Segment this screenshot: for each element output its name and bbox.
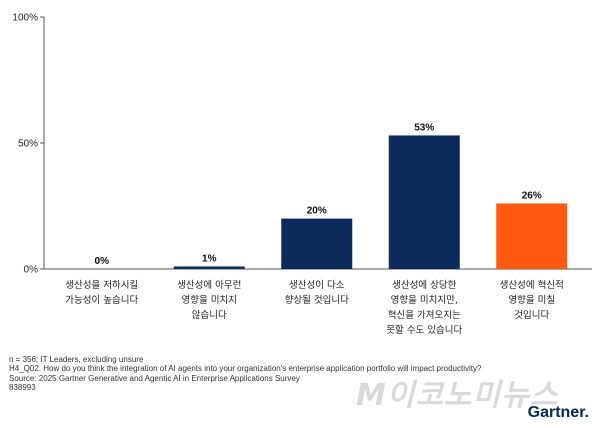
bar bbox=[496, 203, 568, 269]
data-label: 20% bbox=[307, 206, 327, 217]
logo-text: Gartner bbox=[527, 404, 585, 421]
data-label: 53% bbox=[414, 122, 434, 133]
data-label: 1% bbox=[202, 253, 217, 264]
category-label-line: 생산성이 다소 bbox=[289, 280, 345, 291]
y-tick-label: 0% bbox=[24, 265, 39, 276]
note-source: Source: 2025 Gartner Generative and Agen… bbox=[9, 373, 300, 383]
footnotes: n = 356; IT Leaders, excluding unsure H4… bbox=[9, 355, 481, 393]
category-label-line: 생산성에 아무런 bbox=[177, 280, 242, 291]
category-label-line: 영향을 미칠 bbox=[508, 295, 556, 306]
category-label-line: 생산성을 저하시킬 bbox=[65, 280, 139, 291]
data-label: 0% bbox=[95, 256, 110, 267]
bar bbox=[281, 218, 353, 269]
note-id: 838993 bbox=[9, 383, 36, 393]
gartner-logo: Gartner. bbox=[527, 404, 589, 421]
category-label-line: 영향을 미치지만, bbox=[390, 295, 458, 306]
category-label-line: 향상될 것입니다 bbox=[284, 295, 349, 306]
note-sample: n = 356; IT Leaders, excluding unsure bbox=[9, 355, 144, 364]
category-label-line: 혁신을 가져오지는 bbox=[387, 310, 461, 321]
y-tick-label: 50% bbox=[18, 139, 38, 150]
category-label-line: 생산성에 혁신적 bbox=[499, 280, 564, 291]
bar-chart: 0% 50% 100% 0% 1% 20% 53% 26% bbox=[12, 13, 592, 276]
data-label: 26% bbox=[522, 190, 542, 201]
y-tick-label: 100% bbox=[12, 13, 38, 24]
category-label-line: 가능성이 높습니다 bbox=[65, 295, 139, 306]
bar bbox=[388, 135, 460, 269]
category-label-line: 못할 수도 있습니다 bbox=[386, 325, 463, 336]
note-question: H4_Q02. How do you think the integration… bbox=[9, 364, 482, 374]
bar bbox=[173, 266, 245, 269]
category-label-line: 영향을 미치지 bbox=[181, 295, 237, 306]
watermark: M이코노미뉴스 bbox=[356, 378, 559, 413]
category-label-line: 생산성에 상당한 bbox=[392, 280, 457, 291]
category-label-line: 않습니다 bbox=[191, 310, 227, 321]
category-label-line: 것입니다 bbox=[514, 310, 550, 321]
